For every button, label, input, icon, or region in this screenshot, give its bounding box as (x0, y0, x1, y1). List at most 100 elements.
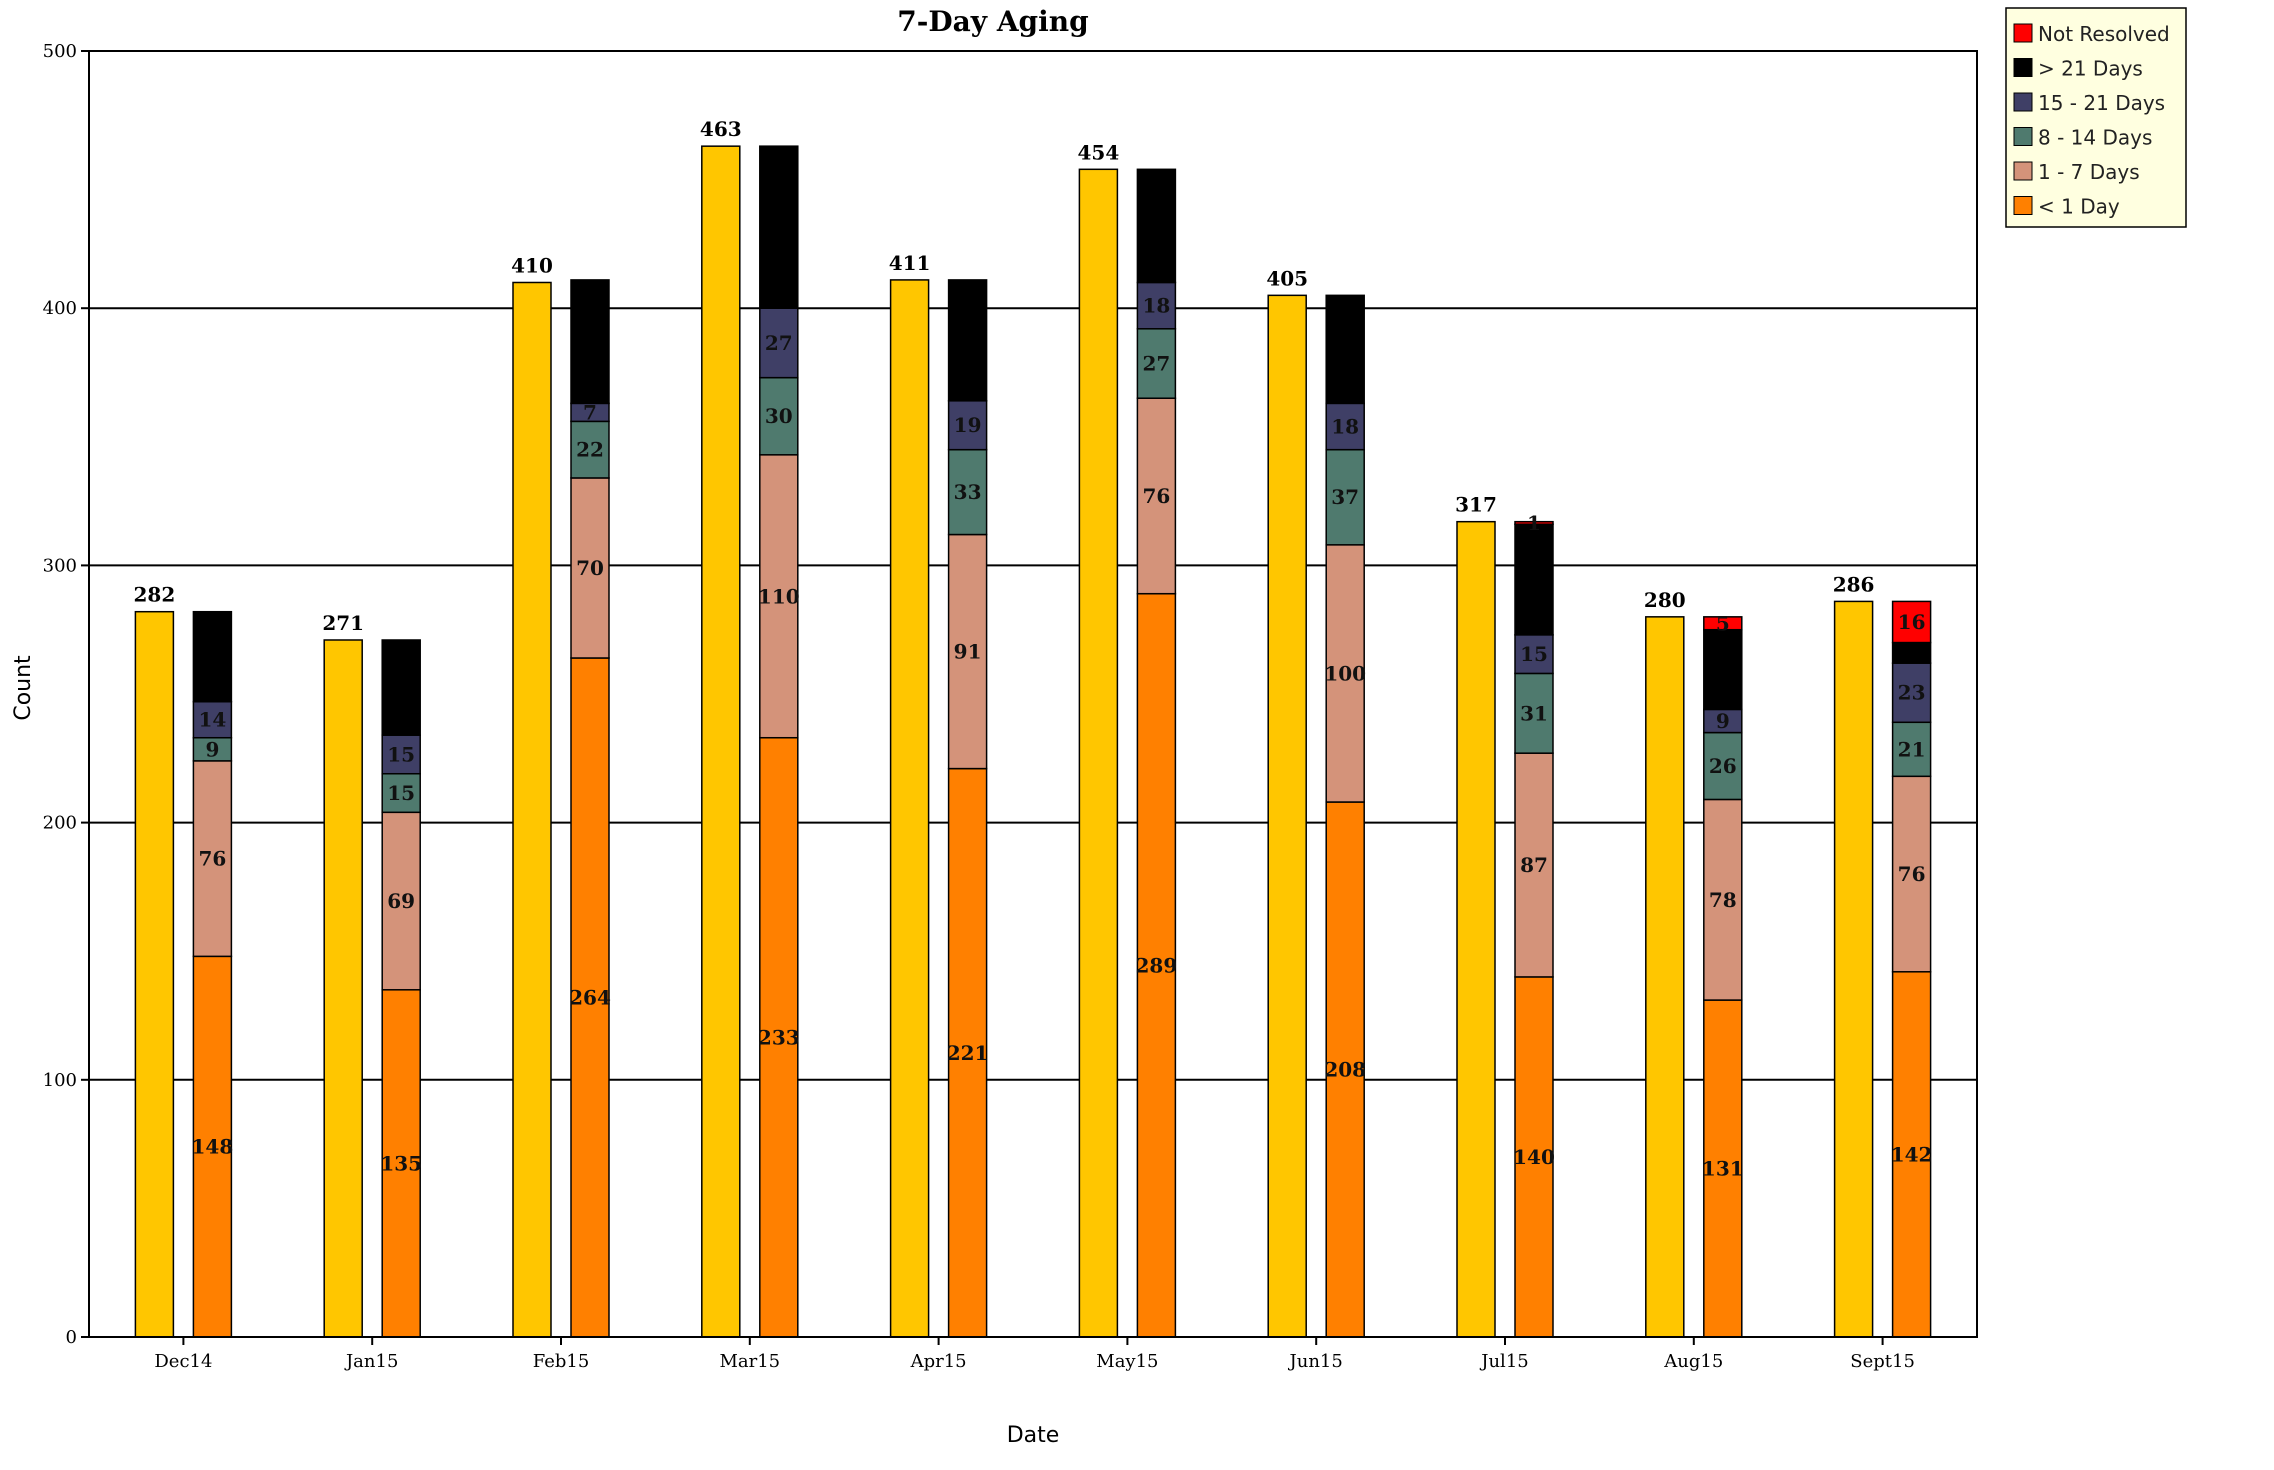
legend-label: 1 - 7 Days (2038, 160, 2140, 184)
legend-label: < 1 Day (2038, 195, 2120, 219)
segment-value-label: 221 (947, 1041, 989, 1065)
bars-group: 2821487691427113569151541026470227463233… (134, 117, 1933, 1338)
total-bar (1645, 616, 1685, 1338)
total-bar (323, 639, 363, 1338)
total-bar (889, 279, 930, 1338)
stack-segment (1514, 520, 1554, 525)
chart-title: 7-Day Aging (897, 5, 1088, 38)
stack-segment (1703, 628, 1743, 711)
total-bar-label: 410 (511, 253, 553, 277)
total-bar-label: 411 (889, 251, 931, 275)
total-bar-label: 463 (700, 117, 742, 141)
total-bar-label: 280 (1644, 588, 1686, 612)
segment-value-label: 23 (1898, 681, 1926, 705)
stack-segment (947, 533, 988, 770)
segment-value-label: 100 (1324, 661, 1366, 685)
grid-lines (89, 307, 1977, 1081)
stack-segment (759, 307, 799, 379)
segment-value-label: 87 (1520, 853, 1548, 877)
segment-value-label: 264 (569, 985, 611, 1009)
stack-segment (759, 376, 799, 456)
segment-value-label: 21 (1898, 737, 1926, 761)
legend: Not Resolved > 21 Days 15 - 21 Days 8 - 14 … (2005, 7, 2187, 228)
plot-frame (88, 50, 1978, 1338)
stack-segment (1325, 402, 1365, 451)
segment-value-label: 22 (576, 438, 604, 462)
segment-value-label: 5 (1716, 611, 1730, 635)
total-bar-label: 317 (1455, 493, 1497, 517)
segment-value-label: 140 (1513, 1145, 1555, 1169)
segment-value-label: 18 (1331, 415, 1359, 439)
segment-value-label: 27 (765, 331, 793, 355)
stack-segment (381, 811, 421, 991)
legend-label: 8 - 14 Days (2038, 126, 2152, 150)
stack-segment (1891, 721, 1932, 778)
total-bar (1267, 294, 1307, 1338)
stack-segment (1891, 971, 1932, 1338)
segment-value-label: 15 (387, 781, 415, 805)
stack-segment (947, 767, 988, 1338)
stack-segment (1514, 523, 1554, 636)
total-bar (134, 610, 175, 1338)
segment-value-label: 142 (1891, 1142, 1933, 1166)
total-bar-label: 282 (134, 583, 176, 607)
stack-segment (1703, 798, 1743, 1001)
x-tick-label: Mar15 (719, 1351, 780, 1372)
legend-swatch (2013, 23, 2033, 43)
stack-segment (192, 610, 233, 703)
y-tick-label: 400 (43, 298, 77, 319)
x-tick-label: Apr15 (910, 1351, 967, 1372)
stack-segment (1703, 616, 1743, 631)
segment-value-label: 18 (1142, 294, 1170, 318)
segment-value-label: 30 (765, 404, 793, 428)
stack-segment (192, 700, 233, 739)
segment-value-label: 91 (954, 640, 982, 664)
segment-value-label: 70 (576, 556, 604, 580)
legend-label: Not Resolved (2038, 22, 2170, 46)
segment-value-label: 14 (198, 708, 226, 732)
legend-swatch (2013, 58, 2033, 77)
stack-segment (759, 145, 799, 309)
x-tick-label: May15 (1096, 1351, 1158, 1372)
y-axis-title: Count (11, 655, 36, 721)
total-bar (1833, 600, 1874, 1338)
stack-segment (570, 279, 610, 405)
stack-segment (759, 736, 799, 1338)
stack-segment (1136, 397, 1177, 595)
segment-value-label: 131 (1702, 1157, 1744, 1181)
y-tick-label: 0 (66, 1327, 77, 1348)
segment-value-label: 15 (1520, 642, 1548, 666)
total-bar-label: 271 (322, 611, 364, 635)
segment-value-label: 33 (954, 480, 982, 504)
total-bar-label: 286 (1833, 572, 1875, 596)
segment-value-label: 9 (1716, 709, 1730, 733)
segment-value-label: 7 (583, 400, 597, 424)
segment-value-label: 9 (205, 737, 219, 761)
segment-value-label: 208 (1324, 1058, 1366, 1082)
legend-box (2005, 7, 2187, 228)
total-bar (512, 281, 552, 1338)
stack-segment (1136, 168, 1177, 284)
stack-segment (1514, 634, 1554, 675)
x-tick-label: Jun15 (1288, 1351, 1343, 1372)
segment-value-label: 1 (1527, 511, 1541, 535)
stack-segment (1325, 294, 1365, 405)
segment-value-label: 69 (387, 889, 415, 913)
stack-segment (1891, 641, 1932, 664)
total-bar (701, 145, 741, 1338)
segment-value-label: 76 (198, 847, 226, 871)
x-tick-label: Sept15 (1850, 1351, 1915, 1372)
x-tick-label: Aug15 (1663, 1351, 1723, 1372)
segment-value-label: 76 (1898, 862, 1926, 886)
segment-value-label: 16 (1898, 610, 1926, 634)
legend-swatch (2013, 161, 2033, 181)
segment-value-label: 78 (1709, 888, 1737, 912)
segment-value-label: 289 (1136, 953, 1178, 977)
stack-segment (1891, 600, 1932, 644)
stack-segment (1703, 731, 1743, 801)
legend-swatch (2013, 196, 2033, 215)
stack-segment (192, 955, 233, 1338)
segment-value-label: 27 (1142, 351, 1170, 375)
y-tick-label: 300 (43, 555, 77, 576)
x-tick-label: Dec14 (154, 1351, 212, 1372)
